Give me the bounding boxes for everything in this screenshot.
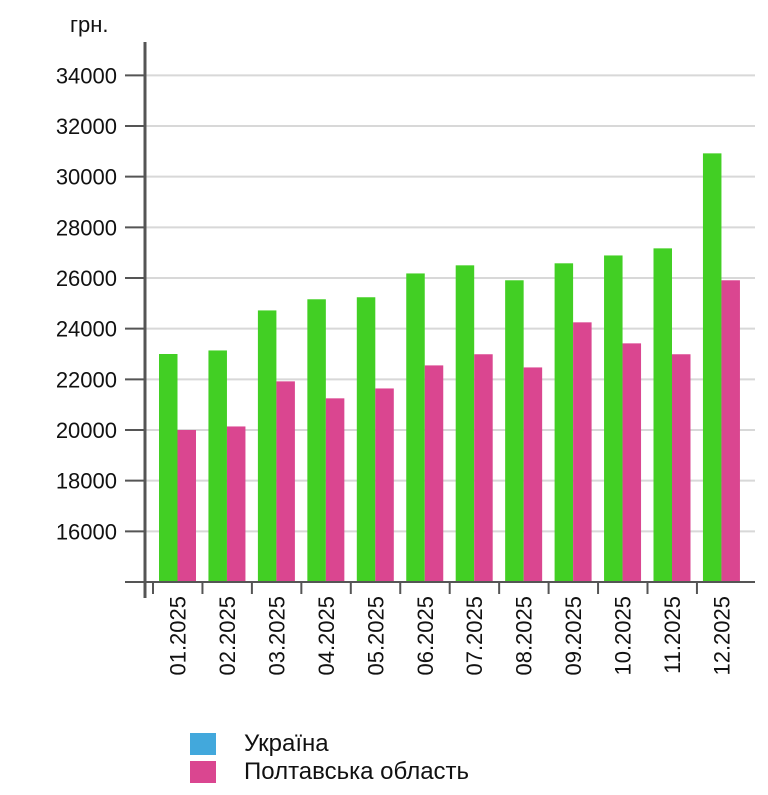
bar-ukraine bbox=[505, 280, 524, 582]
y-tick-label: 22000 bbox=[56, 367, 117, 392]
bar-poltava bbox=[474, 354, 493, 582]
y-tick-label: 26000 bbox=[56, 266, 117, 291]
y-tick-label: 34000 bbox=[56, 63, 117, 88]
bar-ukraine bbox=[208, 350, 227, 582]
bar-poltava bbox=[523, 367, 543, 582]
x-tick-label: 04.2025 bbox=[314, 596, 339, 676]
bar-poltava bbox=[276, 381, 295, 582]
bar-ukraine bbox=[554, 263, 574, 582]
bar-poltava bbox=[721, 280, 740, 582]
x-tick-label: 08.2025 bbox=[512, 596, 537, 676]
bar-ukraine bbox=[702, 153, 722, 583]
x-tick-label: 09.2025 bbox=[561, 596, 586, 676]
y-tick-label: 24000 bbox=[56, 317, 117, 342]
y-tick-label: 30000 bbox=[56, 165, 117, 190]
bar-ukraine bbox=[455, 265, 475, 582]
x-tick-label: 10.2025 bbox=[611, 596, 636, 676]
bar-ukraine bbox=[159, 354, 178, 582]
bar-ukraine bbox=[356, 297, 376, 582]
x-tick-label: 02.2025 bbox=[215, 596, 240, 676]
legend-item-poltava: Полтавська область bbox=[190, 758, 469, 786]
x-tick-label: 03.2025 bbox=[264, 596, 289, 676]
x-tick-label: 01.2025 bbox=[166, 596, 191, 676]
x-tick-label: 06.2025 bbox=[413, 596, 438, 676]
y-tick-label: 32000 bbox=[56, 114, 117, 139]
y-tick-label: 28000 bbox=[56, 215, 117, 240]
legend-label-poltava: Полтавська область bbox=[244, 758, 470, 785]
x-tick-label: 12.2025 bbox=[709, 596, 734, 676]
y-unit-label: грн. bbox=[70, 12, 109, 37]
bar-ukraine bbox=[604, 255, 623, 582]
legend-swatch-poltava bbox=[190, 761, 216, 783]
bar-poltava bbox=[177, 430, 196, 582]
bar-poltava bbox=[622, 343, 642, 582]
bar-poltava bbox=[325, 398, 345, 582]
bar-poltava bbox=[672, 354, 691, 582]
bar-poltava bbox=[424, 365, 444, 582]
y-tick-label: 20000 bbox=[56, 418, 117, 443]
legend-item-ukraine: Україна bbox=[190, 730, 329, 758]
x-tick-label: 11.2025 bbox=[660, 596, 685, 674]
y-tick-label: 18000 bbox=[56, 469, 117, 494]
x-tick-label: 07.2025 bbox=[462, 596, 487, 676]
legend-label-ukraine: Україна bbox=[244, 730, 329, 757]
bar-poltava bbox=[375, 388, 394, 582]
bar-ukraine bbox=[307, 299, 326, 582]
bar-poltava bbox=[226, 426, 246, 582]
bar-poltava bbox=[573, 322, 592, 582]
x-tick-label: 05.2025 bbox=[363, 596, 388, 676]
legend-swatch-ukraine bbox=[190, 733, 216, 755]
bar-ukraine bbox=[406, 273, 425, 582]
y-tick-label: 16000 bbox=[56, 519, 117, 544]
bar-ukraine bbox=[653, 248, 672, 583]
bar-ukraine bbox=[257, 310, 277, 582]
